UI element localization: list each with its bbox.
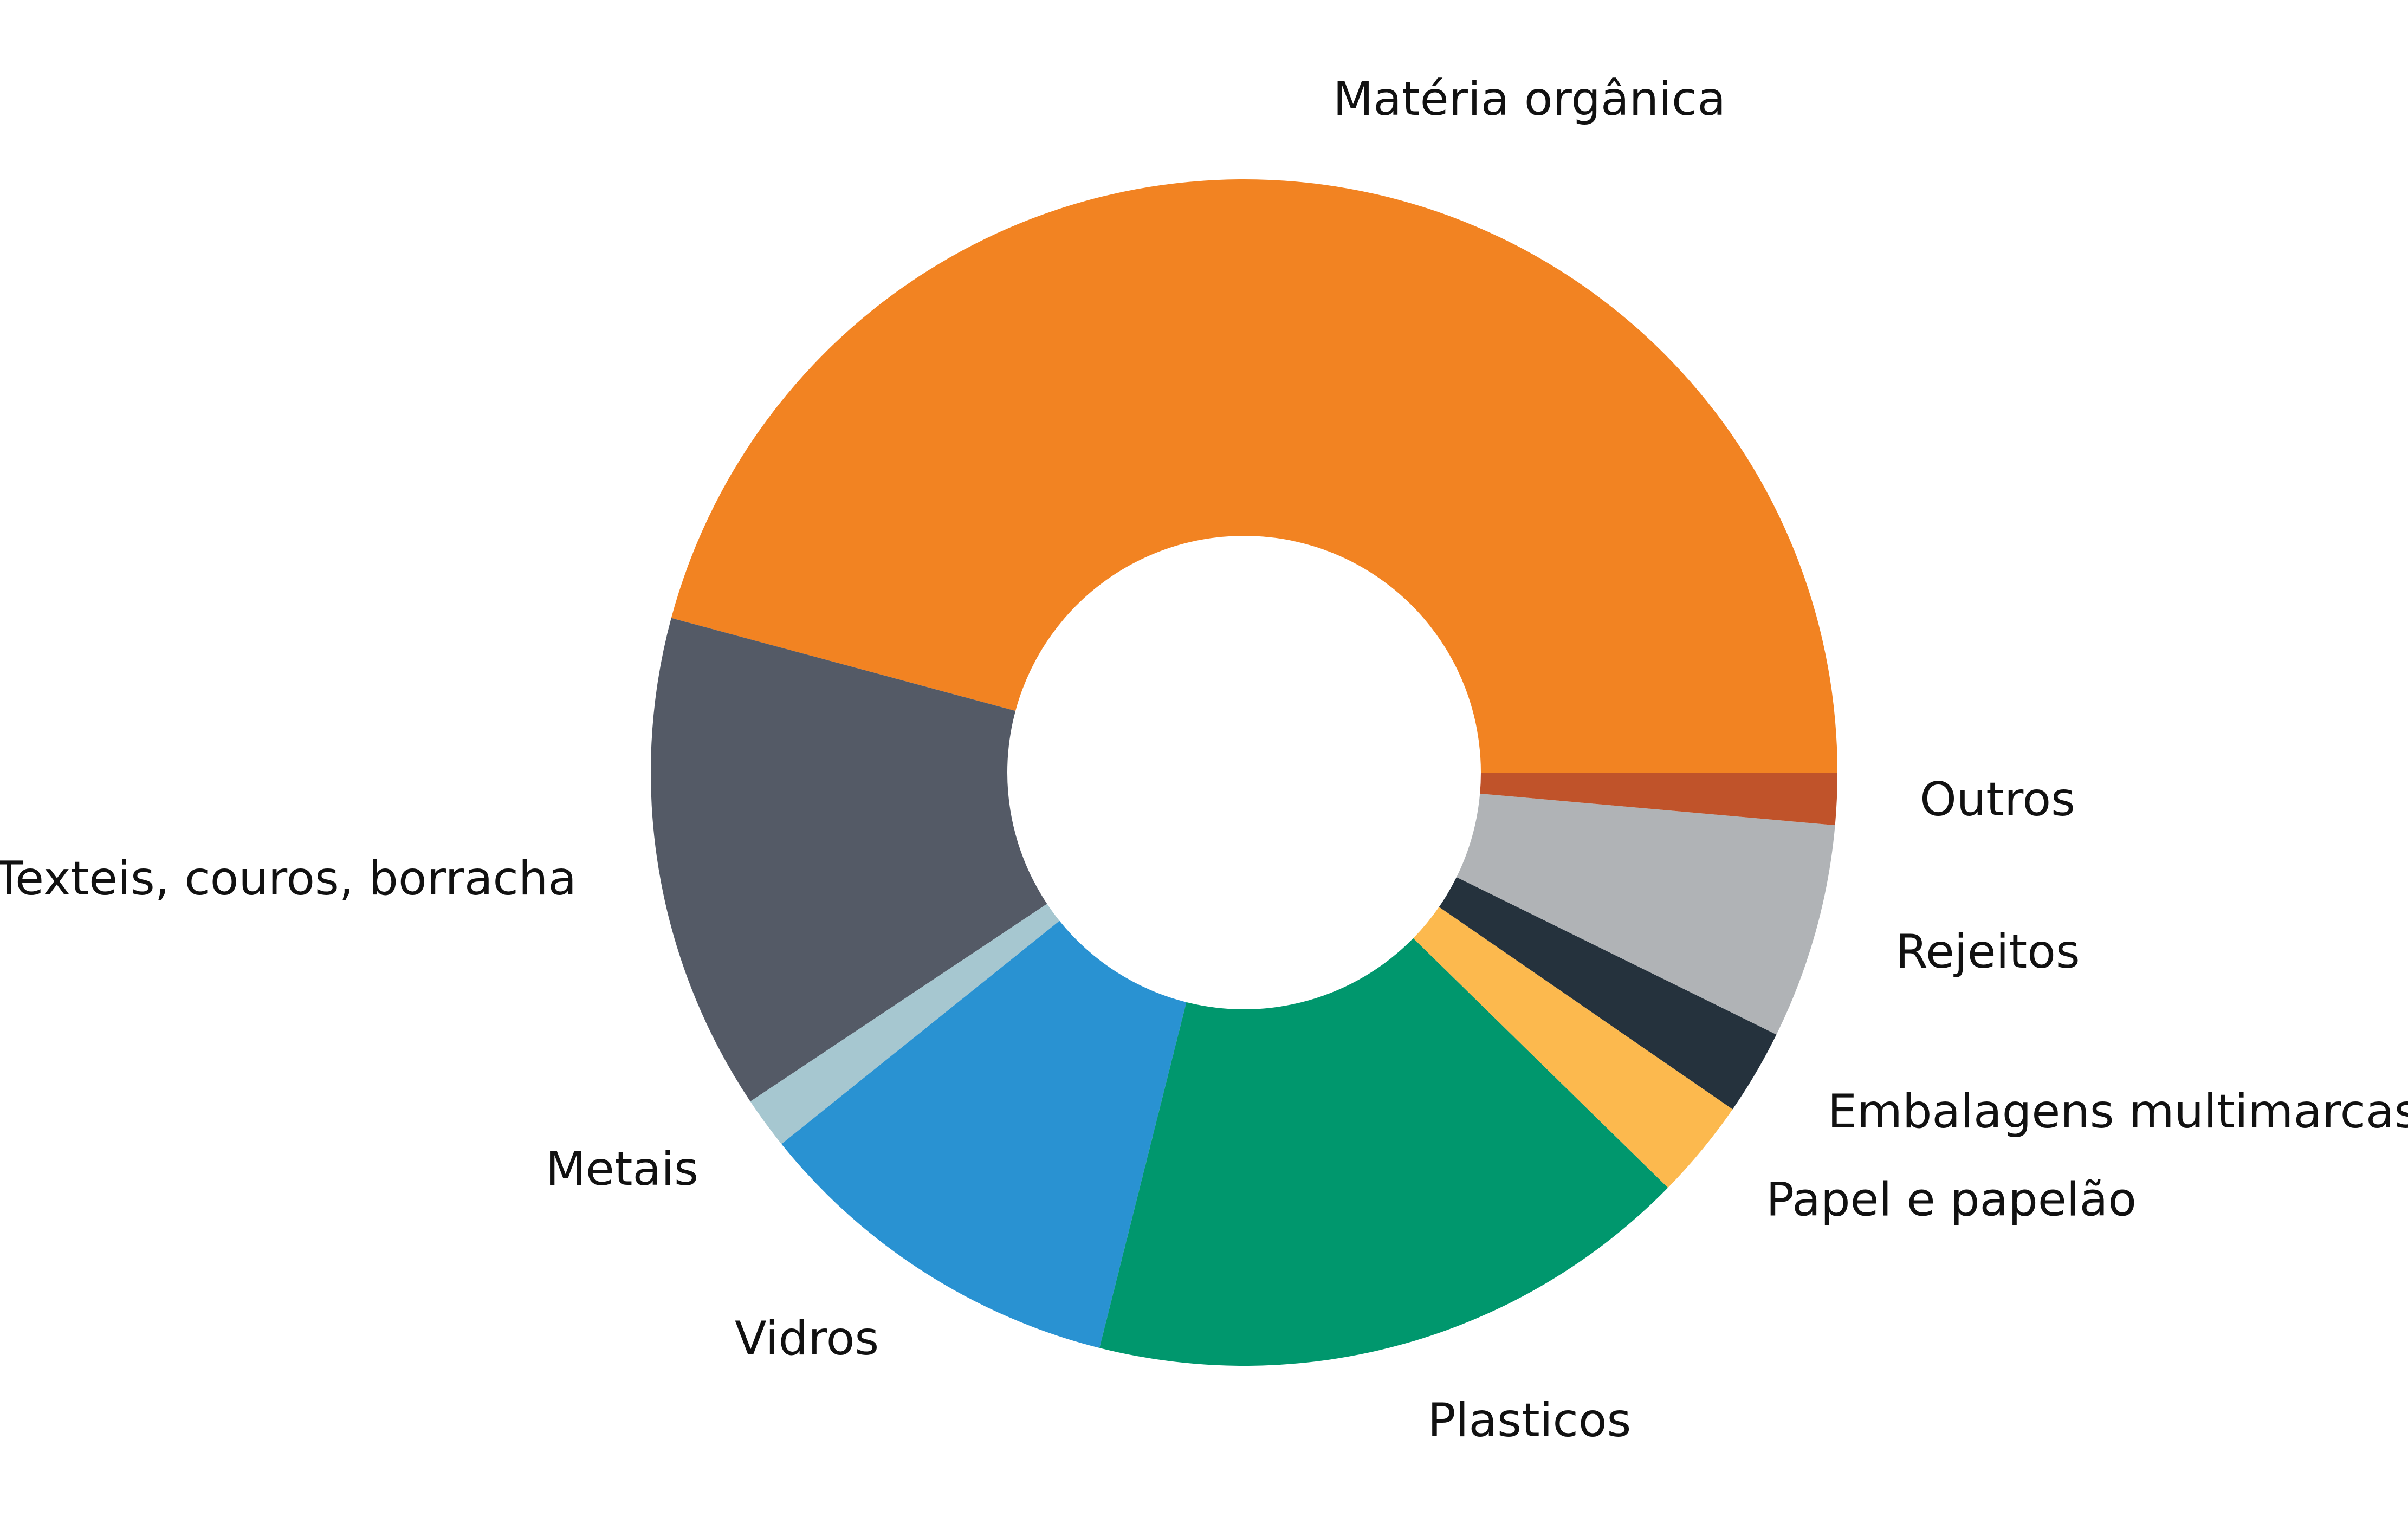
slice-materia-organica [671, 179, 1837, 773]
label-papel-e-papelao: Papel e papelão [1766, 1172, 2137, 1227]
slice-labels: Matéria orgânica Texteis, couros, borrach… [0, 72, 2408, 1448]
slice-vidros [781, 920, 1187, 1348]
donut-slices [651, 179, 1837, 1366]
slice-rejeitos [1457, 793, 1835, 1035]
slice-embalagens-multimarcas [1439, 877, 1777, 1110]
label-vidros: Vidros [735, 1312, 879, 1366]
label-texteis-couros-borracha: Texteis, couros, borracha [0, 852, 577, 906]
slice-metais [750, 904, 1060, 1144]
label-embalagens-multimarcas: Embalagens multimarcas [1828, 1085, 2408, 1139]
slice-papel-e-papelao [1413, 907, 1733, 1188]
label-rejeitos: Rejeitos [1895, 925, 2080, 979]
label-materia-organica: Matéria orgânica [1333, 72, 1726, 126]
label-plasticos: Plasticos [1428, 1393, 1632, 1448]
label-metais: Metais [546, 1142, 698, 1196]
slice-plasticos [1099, 938, 1668, 1366]
slice-texteis-couros-borracha [651, 618, 1047, 1102]
slice-outros [1480, 773, 1837, 826]
label-outros: Outros [1920, 773, 2075, 827]
